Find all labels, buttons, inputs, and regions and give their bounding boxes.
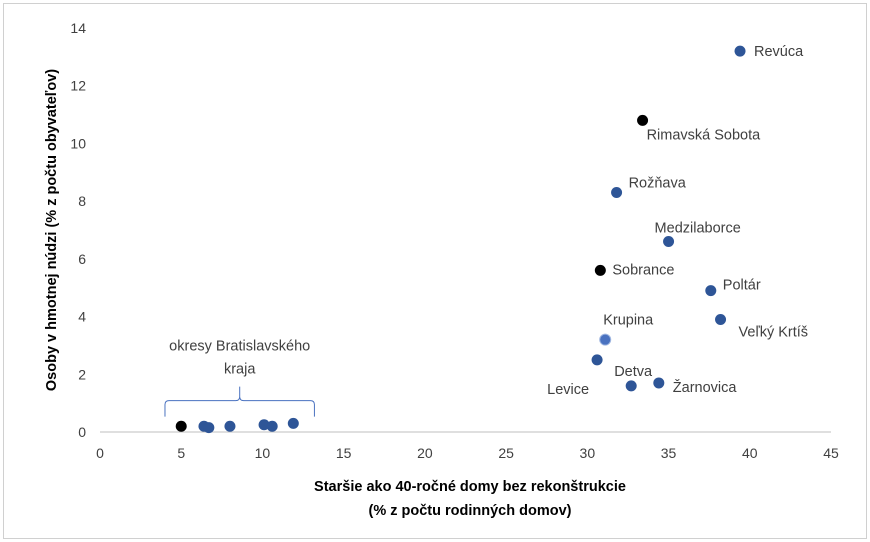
point-labels: Revúca Rimavská Sobota Rožňava Medzilaborce…: [547, 44, 808, 398]
data-point: [663, 236, 675, 248]
point-label: Žarnovica: [673, 379, 738, 396]
data-point: [734, 45, 746, 57]
x-axis-title-line2: (% z počtu rodinných domov): [369, 503, 572, 519]
x-tick-label: 35: [661, 445, 677, 461]
y-tick-label: 4: [78, 309, 86, 325]
data-point: [599, 333, 612, 346]
data-point: [203, 422, 215, 434]
x-tick-label: 0: [96, 445, 104, 461]
point-label: Poltár: [723, 278, 761, 294]
y-axis-ticks: 0 2 4 6 8 10 12 14: [70, 20, 86, 440]
x-tick-label: 10: [255, 445, 271, 461]
y-tick-label: 8: [78, 193, 86, 209]
point-label: Rožňava: [629, 175, 687, 191]
data-point: [705, 285, 717, 297]
point-label: Levice: [547, 382, 589, 398]
x-tick-label: 40: [742, 445, 758, 461]
data-point: [175, 420, 187, 432]
scatter-chart: 0 2 4 6 8 10 12 14 0 5 10 15 20 25 30 35 40 45 Osoby v h…: [44, 20, 839, 519]
point-label: Revúca: [754, 44, 804, 60]
point-label: Medzilaborce: [655, 221, 741, 237]
point-label: Krupina: [603, 313, 654, 329]
x-tick-label: 45: [823, 445, 839, 461]
x-tick-label: 5: [177, 445, 185, 461]
annotation-line-2: kraja: [224, 362, 256, 378]
y-tick-label: 6: [78, 251, 86, 267]
x-axis-title-line1: Staršie ako 40-ročné domy bez rekonštruk…: [314, 479, 626, 495]
x-tick-label: 25: [498, 445, 514, 461]
bratislava-annotation: okresy Bratislavského kraja: [164, 339, 315, 417]
y-axis-title: Osoby v hmotnej núdzi (% z počtu obyvate…: [44, 69, 60, 391]
y-tick-label: 0: [78, 424, 86, 440]
x-axis-ticks: 0 5 10 15 20 25 30 35 40 45: [96, 445, 839, 461]
data-point: [266, 420, 278, 432]
y-tick-label: 12: [70, 78, 86, 94]
data-point: [224, 420, 236, 432]
chart-frame: 0 2 4 6 8 10 12 14 0 5 10 15 20 25 30 35 40 45 Osoby v h…: [3, 3, 867, 539]
point-label: Sobrance: [612, 262, 674, 278]
point-label: Veľký Krtíš: [739, 324, 809, 340]
x-tick-label: 30: [580, 445, 596, 461]
data-point: [594, 264, 606, 276]
x-tick-label: 20: [417, 445, 433, 461]
point-label: Rimavská Sobota: [647, 127, 762, 143]
data-point: [637, 114, 649, 126]
data-point: [715, 313, 727, 325]
data-points: [175, 45, 746, 434]
bracket-line: [164, 386, 315, 417]
x-tick-label: 15: [336, 445, 352, 461]
data-point: [287, 417, 299, 429]
y-tick-label: 14: [70, 20, 86, 36]
data-point: [611, 186, 623, 198]
data-point: [258, 419, 270, 431]
y-tick-label: 10: [70, 135, 86, 151]
data-point: [591, 354, 603, 366]
point-label: Detva: [614, 364, 653, 380]
data-point: [653, 377, 665, 389]
annotation-line-1: okresy Bratislavského: [169, 339, 310, 355]
y-tick-label: 2: [78, 366, 86, 382]
data-point: [625, 380, 637, 392]
